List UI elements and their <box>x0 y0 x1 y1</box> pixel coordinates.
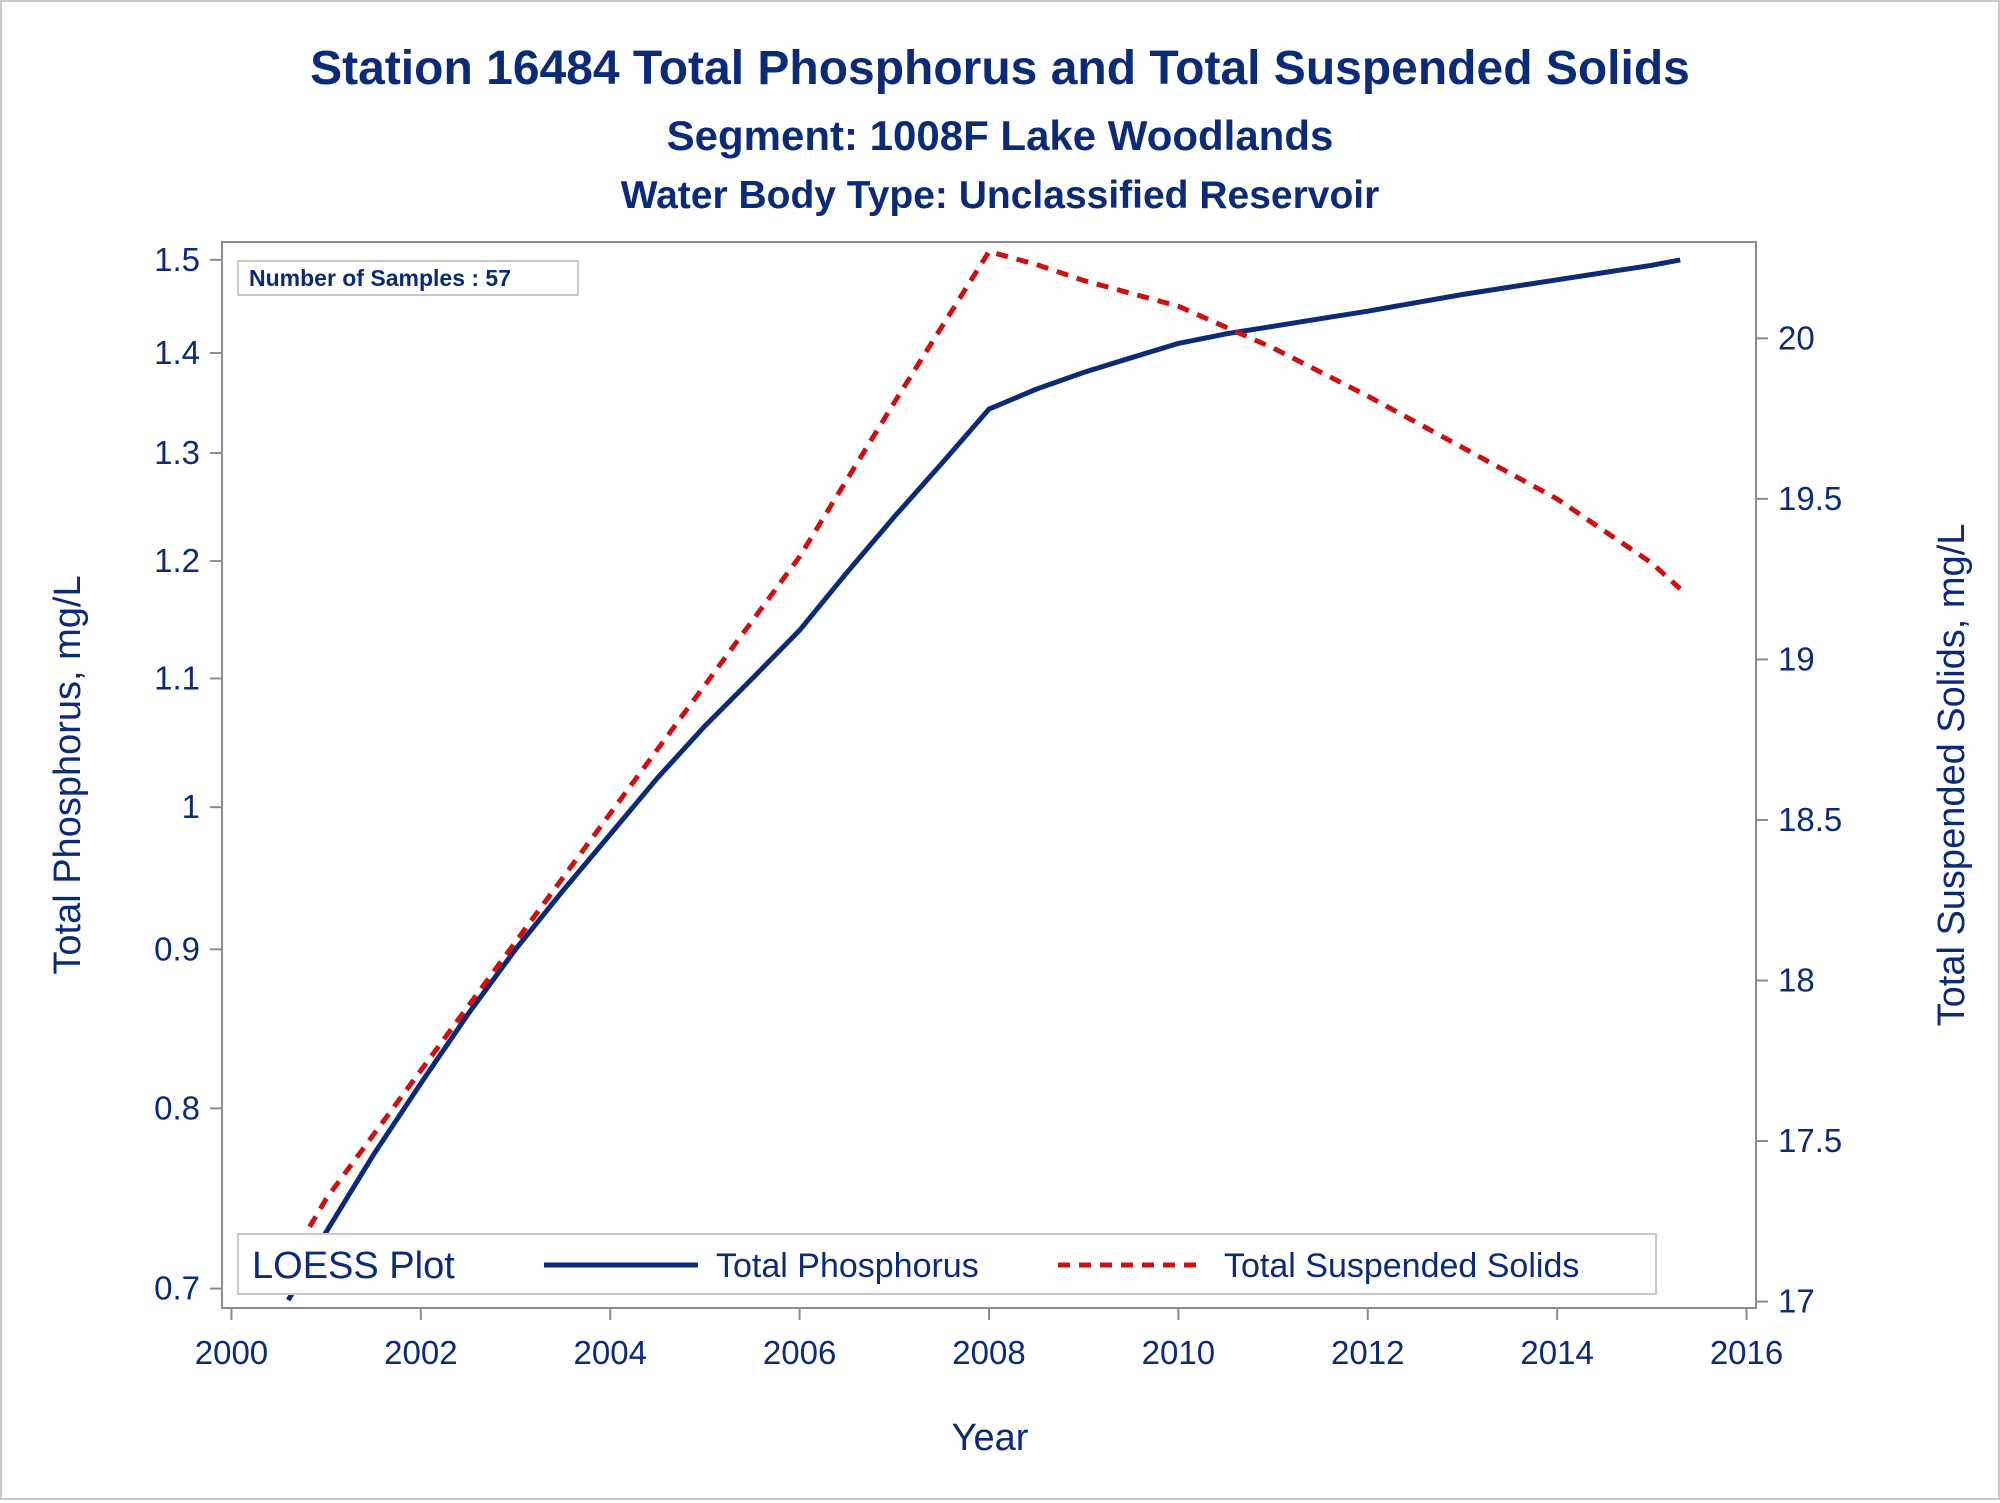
series-line-total-suspended-solids <box>286 249 1682 1265</box>
y-axis-right: 17 17.5 18 18.5 19 19.5 20 <box>1756 319 1842 1320</box>
y-left-tick-label: 1.3 <box>154 434 200 471</box>
y-right-tick-label: 20 <box>1778 319 1815 356</box>
chart-title: Station 16484 Total Phosphorus and Total… <box>310 42 1690 95</box>
y-left-tick-label: 1.1 <box>154 660 200 697</box>
y-axis-left: 0.7 0.8 0.9 1 1.1 1.2 1.3 1.4 1.5 <box>154 241 222 1307</box>
y-left-tick-label: 0.8 <box>154 1089 200 1126</box>
y-right-tick-label: 17.5 <box>1778 1122 1842 1159</box>
y-left-tick-label: 1.5 <box>154 241 200 278</box>
y-right-tick-label: 19.5 <box>1778 480 1842 517</box>
x-axis: 2000 2002 2004 2006 2008 2010 2012 2014 2016 <box>195 1308 1783 1371</box>
x-tick-label: 2004 <box>574 1334 647 1371</box>
sample-count-box <box>237 260 579 296</box>
x-tick-label: 2016 <box>1710 1334 1783 1371</box>
legend: LOESS Plot Total Phosphorus Total Suspen… <box>237 1233 1657 1295</box>
x-tick-label: 2014 <box>1520 1334 1593 1371</box>
series-layer <box>286 249 1682 1302</box>
x-tick-label: 2012 <box>1331 1334 1404 1371</box>
x-tick-label: 2000 <box>195 1334 268 1371</box>
chart-subtitle-2: Water Body Type: Unclassified Reservoir <box>621 174 1380 217</box>
y-right-tick-label: 18.5 <box>1778 801 1842 838</box>
legend-entry-total-suspended-solids: Total Suspended Solids <box>1224 1247 1579 1285</box>
plot-area <box>221 241 1757 1309</box>
y-right-tick-label: 18 <box>1778 961 1815 998</box>
legend-box <box>237 1233 1657 1295</box>
y-axis-left-label: Total Phosphorus, mg/L <box>47 575 89 974</box>
x-tick-label: 2008 <box>952 1334 1025 1371</box>
y-left-tick-label: 1.2 <box>154 542 200 579</box>
x-tick-label: 2010 <box>1142 1334 1215 1371</box>
x-tick-label: 2002 <box>384 1334 457 1371</box>
chart-subtitle: Segment: 1008F Lake Woodlands <box>667 112 1334 159</box>
y-left-tick-label: 1.4 <box>154 334 200 371</box>
y-right-tick-label: 19 <box>1778 640 1815 677</box>
legend-title: LOESS Plot <box>252 1245 455 1287</box>
y-left-tick-label: 1 <box>182 788 200 825</box>
y-left-tick-label: 0.9 <box>154 930 200 967</box>
y-right-tick-label: 17 <box>1778 1283 1815 1320</box>
sample-count-annotation: Number of Samples : 57 <box>249 265 511 291</box>
y-left-tick-label: 0.7 <box>154 1270 200 1307</box>
legend-entry-total-phosphorus: Total Phosphorus <box>716 1247 979 1285</box>
x-tick-label: 2006 <box>763 1334 836 1371</box>
series-line-total-phosphorus <box>286 257 1681 1302</box>
x-axis-label: Year <box>952 1417 1029 1459</box>
y-axis-right-label: Total Suspended Solids, mg/L <box>1931 524 1973 1027</box>
